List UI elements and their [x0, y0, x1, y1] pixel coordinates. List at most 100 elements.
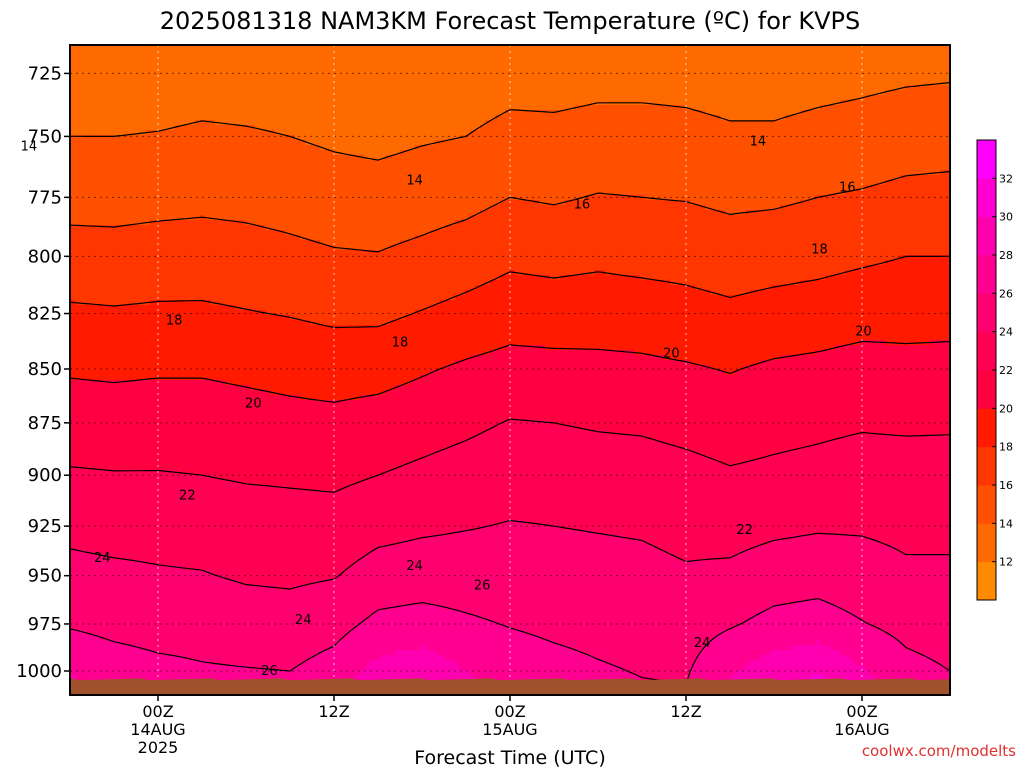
field-cell	[95, 400, 101, 406]
field-cell	[165, 580, 171, 586]
field-cell	[215, 95, 221, 101]
field-cell	[110, 110, 116, 116]
field-cell	[85, 80, 91, 86]
field-cell	[100, 460, 106, 466]
field-cell	[105, 225, 111, 231]
field-cell	[255, 165, 261, 171]
field-cell	[85, 575, 91, 581]
field-cell	[95, 70, 101, 76]
field-cell	[110, 435, 116, 441]
field-cell	[70, 655, 76, 661]
field-cell	[80, 565, 86, 571]
field-cell	[135, 280, 141, 286]
field-cell	[185, 555, 191, 561]
field-cell	[120, 505, 126, 511]
field-cell	[110, 55, 116, 61]
field-cell	[195, 295, 201, 301]
field-cell	[175, 655, 181, 661]
field-cell	[105, 230, 111, 236]
field-cell	[215, 135, 221, 141]
field-cell	[125, 240, 131, 246]
field-cell	[245, 115, 251, 121]
field-cell	[195, 335, 201, 341]
field-cell	[190, 55, 196, 61]
field-cell	[235, 360, 241, 366]
field-cell	[195, 565, 201, 571]
field-cell	[80, 120, 86, 126]
field-cell	[90, 550, 96, 556]
field-cell	[250, 400, 256, 406]
field-cell	[115, 545, 121, 551]
field-cell	[230, 575, 236, 581]
field-cell	[160, 670, 166, 676]
field-cell	[150, 210, 156, 216]
field-cell	[200, 145, 206, 151]
field-cell	[160, 135, 166, 141]
field-cell	[155, 220, 161, 226]
field-cell	[70, 115, 76, 121]
field-cell	[230, 465, 236, 471]
field-cell	[125, 45, 131, 51]
field-cell	[235, 210, 241, 216]
field-cell	[75, 480, 81, 486]
field-cell	[135, 255, 141, 261]
field-cell	[225, 320, 231, 326]
field-cell	[245, 575, 251, 581]
field-cell	[105, 80, 111, 86]
field-cell	[195, 505, 201, 511]
field-cell	[125, 585, 131, 591]
field-cell	[130, 60, 136, 66]
field-cell	[205, 425, 211, 431]
field-cell	[235, 530, 241, 536]
field-cell	[235, 220, 241, 226]
field-cell	[155, 395, 161, 401]
field-cell	[180, 330, 186, 336]
field-cell	[110, 645, 116, 651]
field-cell	[240, 150, 246, 156]
field-cell	[255, 135, 261, 141]
field-cell	[70, 555, 76, 561]
field-cell	[140, 340, 146, 346]
field-cell	[95, 145, 101, 151]
field-cell	[160, 200, 166, 206]
field-cell	[235, 580, 241, 586]
field-cell	[225, 55, 231, 61]
field-cell	[190, 555, 196, 561]
field-cell	[140, 460, 146, 466]
field-cell	[215, 560, 221, 566]
field-cell	[215, 225, 221, 231]
field-cell	[225, 465, 231, 471]
field-cell	[120, 165, 126, 171]
field-cell	[200, 480, 206, 486]
field-cell	[160, 140, 166, 146]
field-cell	[135, 575, 141, 581]
field-cell	[85, 345, 91, 351]
field-cell	[185, 525, 191, 531]
field-cell	[255, 205, 261, 211]
field-cell	[260, 305, 266, 311]
field-cell	[255, 370, 261, 376]
field-cell	[130, 660, 136, 666]
field-cell	[260, 105, 266, 111]
field-cell	[70, 660, 76, 666]
field-cell	[200, 490, 206, 496]
field-cell	[205, 140, 211, 146]
field-cell	[95, 45, 101, 51]
field-cell	[245, 205, 251, 211]
field-cell	[170, 145, 176, 151]
field-cell	[90, 405, 96, 411]
field-cell	[145, 140, 151, 146]
field-cell	[85, 115, 91, 121]
field-cell	[220, 350, 226, 356]
field-cell	[235, 615, 241, 621]
field-cell	[125, 290, 131, 296]
field-cell	[235, 315, 241, 321]
field-cell	[175, 660, 181, 666]
field-cell	[95, 140, 101, 146]
field-cell	[205, 190, 211, 196]
field-cell	[140, 105, 146, 111]
field-cell	[125, 565, 131, 571]
field-cell	[220, 355, 226, 361]
field-cell	[150, 220, 156, 226]
field-cell	[170, 255, 176, 261]
